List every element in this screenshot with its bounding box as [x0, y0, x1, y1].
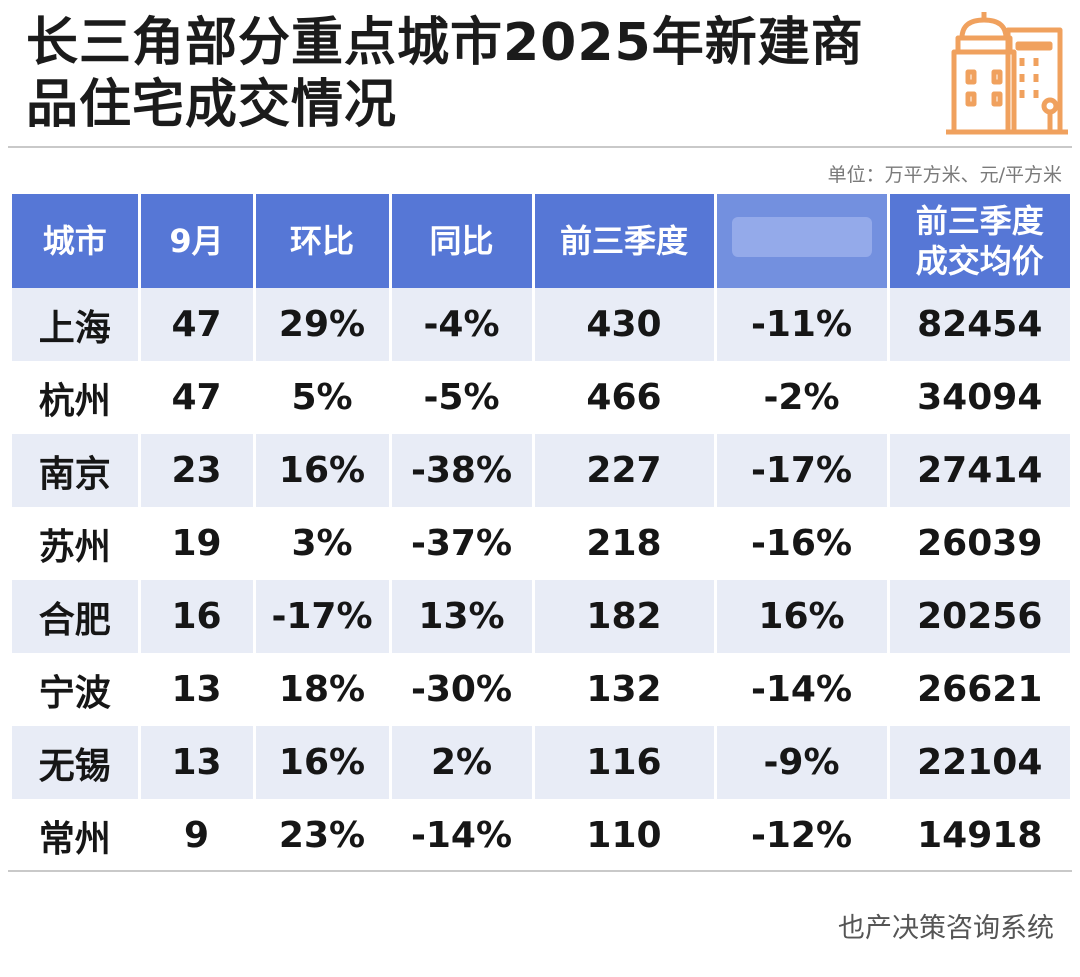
cell-ytd-change: -11%	[715, 288, 890, 361]
cell-ytd: 110	[533, 799, 717, 872]
cell-city: 常州	[12, 799, 141, 872]
page-title: 长三角部分重点城市2025年新建商品住宅成交情况	[26, 13, 864, 135]
cell-mom: -17%	[254, 580, 392, 653]
table-row: 合肥 16 -17% 13% 182 16% 20256	[12, 580, 1070, 653]
cell-ytd-change: -17%	[715, 434, 890, 507]
cell-ytd: 430	[533, 288, 717, 361]
cell-city: 杭州	[12, 361, 141, 434]
cell-mom: 16%	[254, 726, 392, 799]
cell-sep: 13	[139, 726, 256, 799]
cell-ytd-change: -2%	[715, 361, 890, 434]
header-yoy: 同比	[390, 194, 535, 288]
cell-yoy: -5%	[390, 361, 535, 434]
cell-ytd-change: -16%	[715, 507, 890, 580]
cell-mom: 16%	[254, 434, 392, 507]
cell-sep: 19	[139, 507, 256, 580]
cell-sep: 16	[139, 580, 256, 653]
cell-avg-price: 26039	[888, 507, 1070, 580]
table-row: 南京 23 16% -38% 227 -17% 27414	[12, 434, 1070, 507]
cell-sep: 13	[139, 653, 256, 726]
cell-avg-price: 22104	[888, 726, 1070, 799]
cell-sep: 47	[139, 288, 256, 361]
cell-avg-price: 26621	[888, 653, 1070, 726]
cell-ytd: 116	[533, 726, 717, 799]
cell-avg-price: 14918	[888, 799, 1070, 872]
cell-ytd-change: -12%	[715, 799, 890, 872]
cell-sep: 9	[139, 799, 256, 872]
table-row: 宁波 13 18% -30% 132 -14% 26621	[12, 653, 1070, 726]
footer-source: 也产决策咨询系统	[838, 913, 1054, 944]
cell-city: 无锡	[12, 726, 141, 799]
cell-ytd-change: -14%	[715, 653, 890, 726]
header-city: 城市	[12, 194, 141, 288]
table-header-row: 城市 9月 环比 同比 前三季度 前三季度成交均价	[12, 194, 1070, 288]
header-ytd: 前三季度	[533, 194, 717, 288]
cell-sep: 47	[139, 361, 256, 434]
header-blurred	[715, 194, 890, 288]
cell-yoy: 2%	[390, 726, 535, 799]
cell-sep: 23	[139, 434, 256, 507]
building-icon	[946, 12, 1068, 135]
header-september: 9月	[139, 194, 256, 288]
cell-mom: 3%	[254, 507, 392, 580]
bottom-divider	[8, 870, 1072, 872]
cell-yoy: -30%	[390, 653, 535, 726]
cell-avg-price: 34094	[888, 361, 1070, 434]
table-row: 杭州 47 5% -5% 466 -2% 34094	[12, 361, 1070, 434]
cell-mom: 29%	[254, 288, 392, 361]
cell-yoy: -37%	[390, 507, 535, 580]
table-row: 苏州 19 3% -37% 218 -16% 26039	[12, 507, 1070, 580]
cell-ytd-change: -9%	[715, 726, 890, 799]
cell-yoy: 13%	[390, 580, 535, 653]
cell-city: 苏州	[12, 507, 141, 580]
cell-mom: 23%	[254, 799, 392, 872]
cell-yoy: -4%	[390, 288, 535, 361]
cell-ytd-change: 16%	[715, 580, 890, 653]
cell-mom: 18%	[254, 653, 392, 726]
header-avg-price: 前三季度成交均价	[888, 194, 1070, 288]
cell-avg-price: 27414	[888, 434, 1070, 507]
cell-city: 宁波	[12, 653, 141, 726]
cell-ytd: 182	[533, 580, 717, 653]
cell-yoy: -38%	[390, 434, 535, 507]
unit-note: 单位：万平方米、元/平方米	[827, 164, 1062, 186]
table-row: 上海 47 29% -4% 430 -11% 82454	[12, 288, 1070, 361]
cell-mom: 5%	[254, 361, 392, 434]
title-divider	[8, 146, 1072, 148]
cell-avg-price: 20256	[888, 580, 1070, 653]
cell-ytd: 227	[533, 434, 717, 507]
cell-city: 上海	[12, 288, 141, 361]
cell-city: 南京	[12, 434, 141, 507]
table-row: 无锡 13 16% 2% 116 -9% 22104	[12, 726, 1070, 799]
header-mom: 环比	[254, 194, 392, 288]
blurred-label	[731, 216, 872, 257]
table-row: 常州 9 23% -14% 110 -12% 14918	[12, 799, 1070, 872]
cell-yoy: -14%	[390, 799, 535, 872]
cell-ytd: 218	[533, 507, 717, 580]
data-table: 城市 9月 环比 同比 前三季度 前三季度成交均价 上海 47 29% -4% 430-…	[12, 194, 1070, 872]
cell-ytd: 132	[533, 653, 717, 726]
cell-city: 合肥	[12, 580, 141, 653]
cell-ytd: 466	[533, 361, 717, 434]
cell-avg-price: 82454	[888, 288, 1070, 361]
